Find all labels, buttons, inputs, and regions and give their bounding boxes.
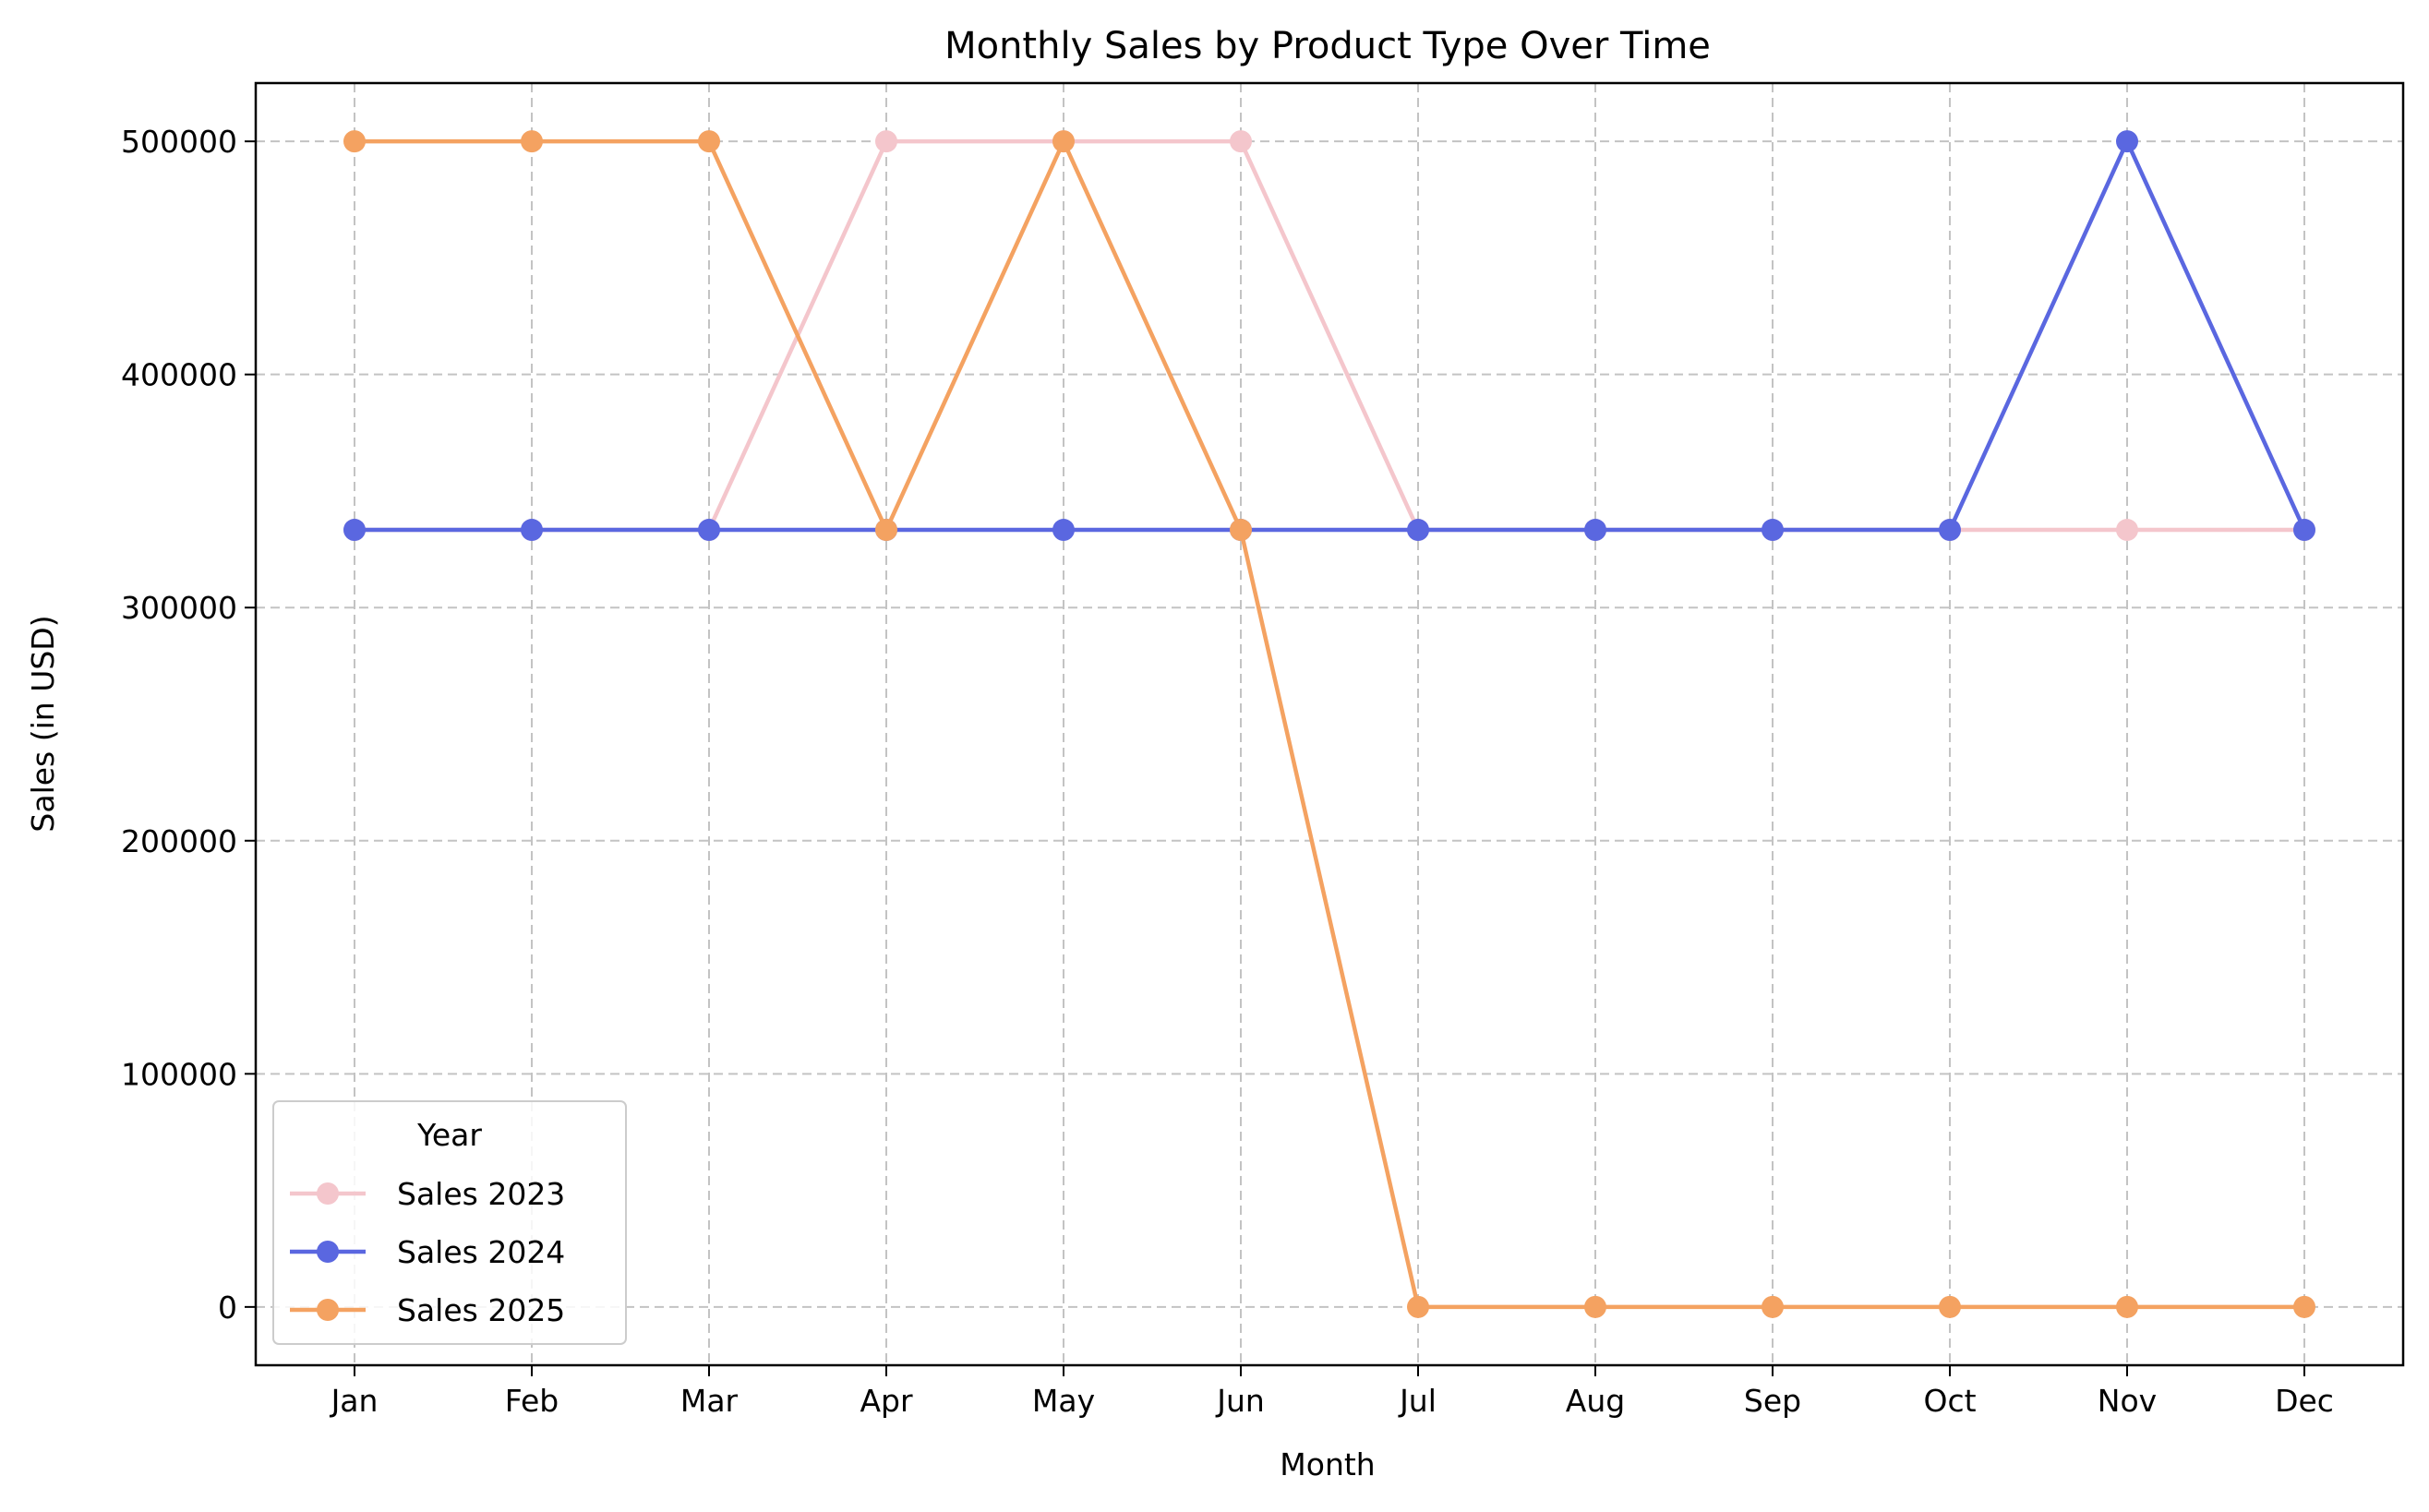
data-point — [1230, 519, 1252, 542]
legend-label: Sales 2025 — [397, 1292, 565, 1328]
x-tick-label: Feb — [505, 1383, 559, 1419]
legend-label: Sales 2024 — [397, 1234, 565, 1270]
data-point — [1584, 1295, 1606, 1318]
legend: Year Sales 2023 Sales 2024 Sales 2025 — [272, 1100, 627, 1345]
x-tick-label: Mar — [680, 1383, 739, 1419]
legend-marker-swatch — [317, 1182, 339, 1205]
series-line — [355, 138, 2304, 1310]
data-point — [1407, 519, 1429, 542]
x-tick-label: Jan — [330, 1383, 379, 1419]
data-point — [521, 130, 543, 153]
data-point — [698, 519, 720, 542]
data-point — [875, 519, 897, 542]
data-point — [875, 130, 897, 153]
data-point — [2293, 1295, 2315, 1318]
series-line — [355, 138, 2304, 533]
legend-box — [272, 1100, 627, 1345]
data-point — [343, 519, 366, 542]
legend-item: Sales 2024 — [290, 1234, 565, 1270]
data-point — [521, 519, 543, 542]
legend-label: Sales 2023 — [397, 1176, 565, 1212]
data-point — [1939, 519, 1961, 542]
x-tick-label: Oct — [1923, 1383, 1976, 1419]
legend-item: Sales 2023 — [290, 1176, 565, 1212]
data-point — [2293, 519, 2315, 542]
data-point — [1052, 519, 1075, 542]
chart-title: Monthly Sales by Product Type Over Time — [944, 25, 1711, 67]
data-point — [2116, 130, 2138, 153]
y-axis-label: Sales (in USD) — [25, 615, 61, 832]
x-tick-label: Sep — [1744, 1383, 1801, 1419]
y-tick-label: 100000 — [121, 1056, 237, 1092]
data-point — [343, 130, 366, 153]
x-tick-label: Nov — [2098, 1383, 2157, 1419]
data-point — [698, 130, 720, 153]
y-tick-label: 400000 — [121, 357, 237, 393]
legend-title: Year — [416, 1117, 482, 1153]
y-tick-label: 0 — [218, 1290, 237, 1326]
legend-marker-swatch — [317, 1241, 339, 1263]
legend-marker-swatch — [317, 1299, 339, 1321]
data-point — [1584, 519, 1606, 542]
data-point — [1762, 519, 1784, 542]
y-tick-label: 200000 — [121, 823, 237, 859]
axis-ticks: Jan Feb Mar Apr May Jun Jul Aug Sep Oct Nov Dec 0 100… — [121, 124, 2334, 1419]
x-tick-label: Aug — [1566, 1383, 1625, 1419]
series-sales-2025 — [343, 130, 2315, 1318]
x-axis-label: Month — [1280, 1446, 1375, 1482]
series-line — [355, 138, 2307, 533]
plot-frame — [254, 81, 2405, 1367]
x-tick-label: Jun — [1215, 1383, 1265, 1419]
data-point — [1762, 1295, 1784, 1318]
y-tick-label: 300000 — [121, 590, 237, 626]
x-tick-label: May — [1032, 1383, 1095, 1419]
data-point — [1407, 1295, 1429, 1318]
data-point — [2116, 519, 2138, 542]
data-point — [1052, 130, 1075, 153]
data-point — [1230, 130, 1252, 153]
x-tick-label: Dec — [2275, 1383, 2334, 1419]
y-tick-label: 500000 — [121, 124, 237, 160]
x-tick-label: Jul — [1398, 1383, 1437, 1419]
x-tick-label: Apr — [860, 1383, 913, 1419]
data-point — [1939, 1295, 1961, 1318]
data-point — [2116, 1295, 2138, 1318]
series-group — [343, 130, 2315, 1318]
series-sales-2023 — [343, 130, 2315, 542]
legend-item: Sales 2025 — [290, 1292, 565, 1328]
